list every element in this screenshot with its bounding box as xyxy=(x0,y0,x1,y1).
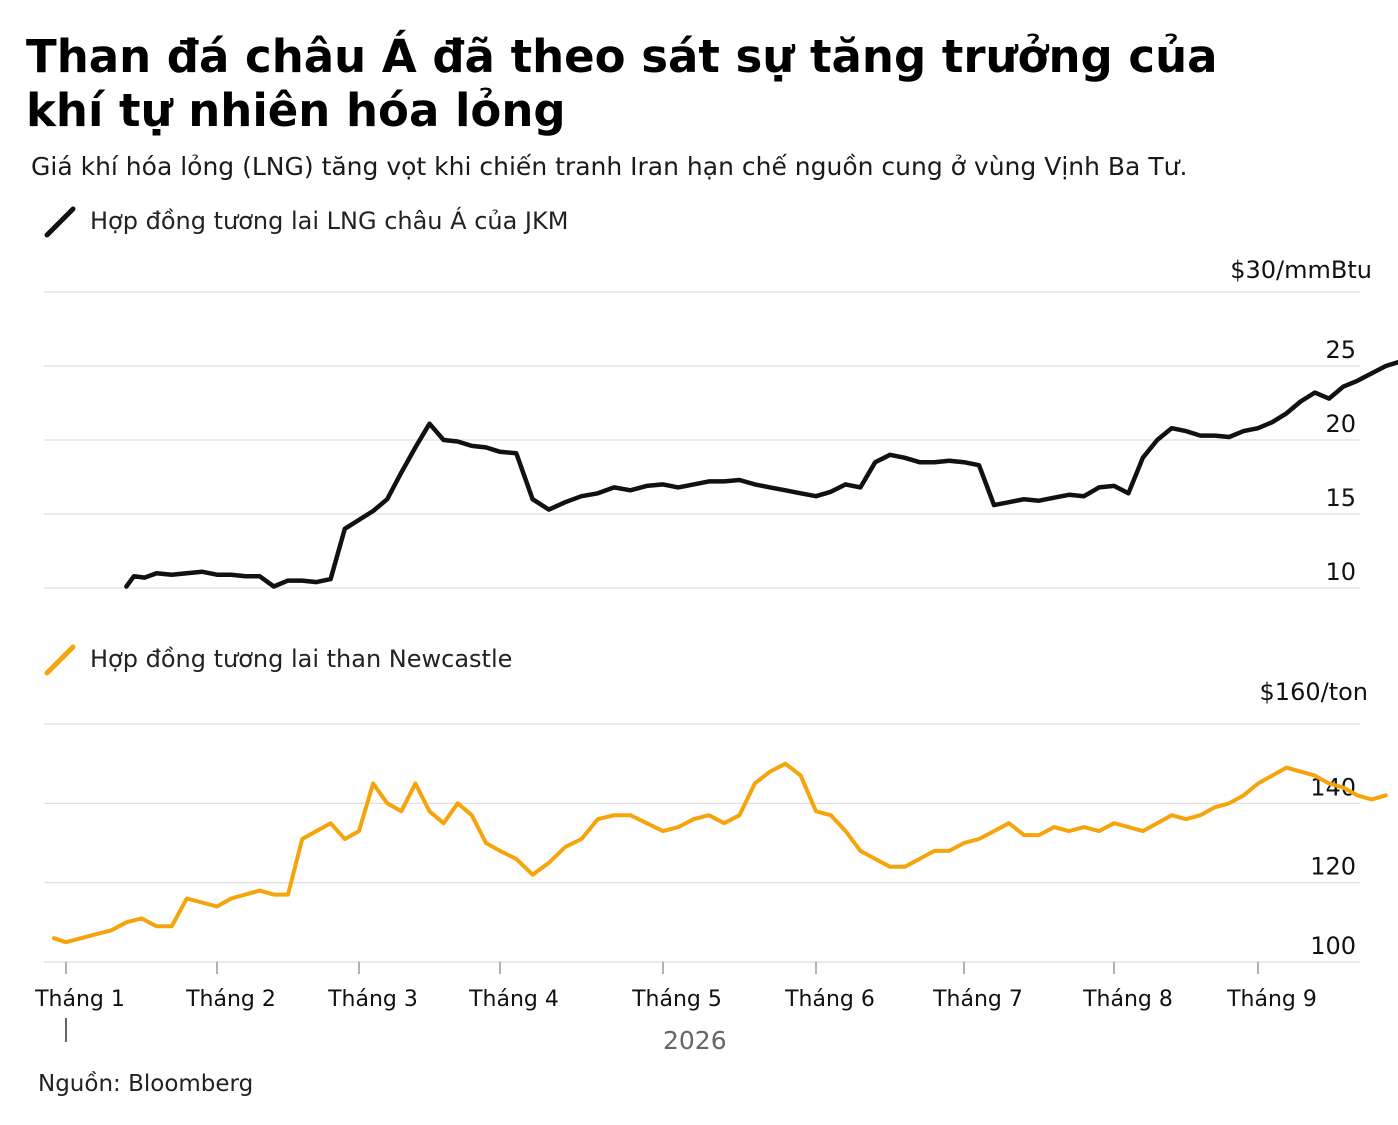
lng-y-tick-label: 10 xyxy=(1325,558,1356,586)
source-note: Nguồn: Bloomberg xyxy=(38,1071,254,1097)
lng-y-tick-label: 25 xyxy=(1325,336,1356,364)
coal-legend-label: Hợp đồng tương lai than Newcastle xyxy=(90,645,513,673)
lng-line-chart: 10 15 20 25 xyxy=(44,291,1398,589)
x-axis-tick-label: Tháng 7 xyxy=(932,987,1023,1012)
coal-unit-label: $160/ton xyxy=(1259,678,1368,706)
lng-unit-label: $30/mmBtu xyxy=(1230,256,1372,284)
x-axis-tick-label: Tháng 6 xyxy=(784,987,875,1012)
chart-title: Than đá châu Á đã theo sát sự tăng trưởn… xyxy=(26,30,1218,137)
x-axis-tick-label: Tháng 8 xyxy=(1082,987,1173,1012)
x-axis-tick-label: Tháng 1 xyxy=(34,987,125,1012)
coal-y-tick-label: 120 xyxy=(1310,853,1356,881)
lng-y-tick-label: 15 xyxy=(1325,484,1356,512)
coal-series-line xyxy=(51,761,1388,945)
x-axis-tick-label: Tháng 9 xyxy=(1226,987,1317,1012)
x-axis-tick-label: Tháng 2 xyxy=(185,987,276,1012)
legend-lng: Hợp đồng tương lai LNG châu Á của JKM xyxy=(44,204,568,238)
x-axis-tick-label: Tháng 4 xyxy=(468,987,559,1012)
lng-legend-label: Hợp đồng tương lai LNG châu Á của JKM xyxy=(90,207,569,235)
coal-legend-swatch-icon xyxy=(44,644,76,676)
lng-legend-swatch-icon xyxy=(44,206,76,238)
x-axis-tick-label: Tháng 3 xyxy=(327,987,418,1012)
lng-y-tick-label: 20 xyxy=(1325,410,1356,438)
coal-y-tick-label: 100 xyxy=(1310,932,1356,960)
x-axis-tick-label: Tháng 5 xyxy=(631,987,722,1012)
x-axis-year-label: 2026 xyxy=(663,1026,727,1055)
chart-subtitle: Giá khí hóa lỏng (LNG) tăng vọt khi chiế… xyxy=(31,152,1188,181)
lng-series-line xyxy=(124,359,1398,589)
legend-coal: Hợp đồng tương lai than Newcastle xyxy=(44,642,512,676)
